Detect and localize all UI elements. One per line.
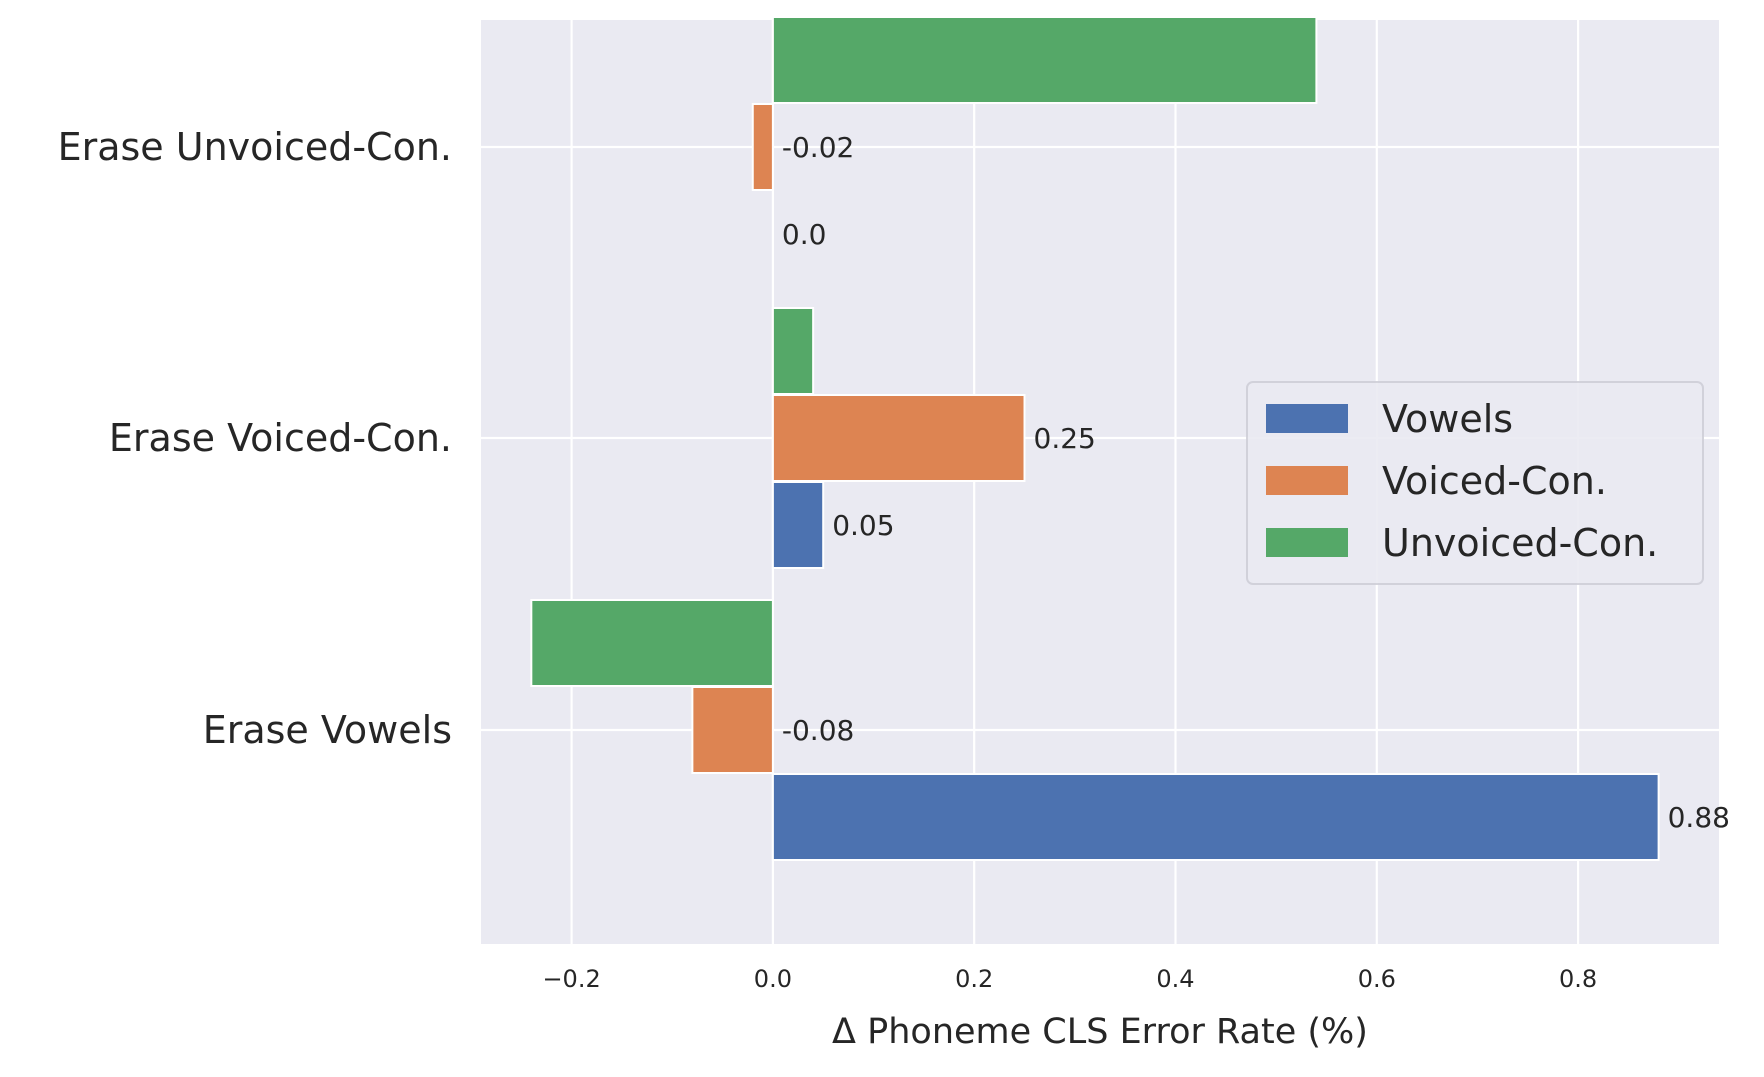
x-tick-label: 0.6 [1358, 965, 1396, 993]
bars [530, 16, 1660, 861]
bar [771, 16, 1318, 104]
legend-box [1246, 381, 1704, 585]
bar [530, 599, 774, 687]
data-label: -0.08 [782, 714, 854, 747]
x-tick-label: 0.8 [1559, 965, 1597, 993]
bar [771, 773, 1660, 861]
x-tick-label: −0.2 [542, 965, 600, 993]
data-label: 0.0 [782, 218, 827, 251]
legend-label: Vowels [1382, 397, 1513, 441]
x-tick-label: 0.2 [955, 965, 993, 993]
y-tick-label: Erase Voiced-Con. [109, 416, 452, 460]
legend-swatch [1266, 404, 1348, 433]
x-tick-label: 0.0 [754, 965, 792, 993]
bar [751, 103, 774, 191]
bar [691, 686, 774, 774]
y-tick-label: Erase Unvoiced-Con. [58, 125, 452, 169]
data-label: -0.02 [782, 131, 854, 164]
legend: Vowels Voiced-Con. Unvoiced-Con. [1246, 381, 1704, 585]
bar [771, 394, 1026, 482]
legend-swatch [1266, 528, 1348, 557]
x-axis: −0.2 0.0 0.2 0.4 0.6 0.8 [542, 965, 1597, 993]
x-tick-label: 0.4 [1156, 965, 1194, 993]
legend-label: Unvoiced-Con. [1382, 521, 1658, 565]
bar [771, 307, 815, 395]
data-label: 0.88 [1668, 801, 1730, 834]
legend-swatch [1266, 466, 1348, 495]
data-labels: 0.88 0.05 0.0 -0.08 0.25 -0.02 [782, 131, 1730, 834]
x-axis-title: Δ Phoneme CLS Error Rate (%) [832, 1012, 1368, 1052]
bar [771, 481, 825, 569]
data-label: 0.05 [832, 509, 894, 542]
legend-label: Voiced-Con. [1382, 459, 1607, 503]
data-label: 0.25 [1034, 422, 1096, 455]
y-axis: Erase Vowels Erase Voiced-Con. Erase Unvoi… [58, 125, 452, 752]
y-tick-label: Erase Vowels [203, 708, 452, 752]
